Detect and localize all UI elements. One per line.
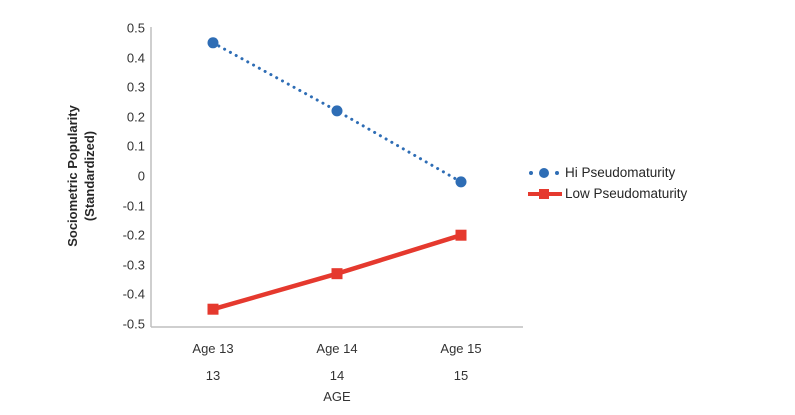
x-secondary-label: 15 [453,368,469,383]
y-tick-label: -0.5 [122,316,145,332]
y-tick-label: 0 [137,168,145,184]
y-tick-label: -0.2 [122,227,145,243]
legend: Hi Pseudomaturity Low Pseudomaturity [527,165,687,201]
y-tick-label: 0.2 [126,109,145,125]
y-tick-label: 0.3 [126,79,145,95]
legend-label: Low Pseudomaturity [565,186,688,201]
legend-item-low-pseudomaturity: Low Pseudomaturity [527,186,687,201]
y-tick-label: -0.3 [122,257,145,273]
solid-line-square-marker-icon [528,188,562,199]
legend-label: Hi Pseudomaturity [565,165,676,180]
x-category-label: Age 13 [192,341,234,356]
y-tick-label: 0.5 [126,20,145,36]
x-category-label: Age 14 [316,341,358,356]
x-secondary-label: 14 [329,368,345,383]
y-tick-label: -0.4 [122,286,145,302]
legend-item-hi-pseudomaturity: Hi Pseudomaturity [527,165,687,180]
y-tick-label: 0.4 [126,50,145,66]
x-axis-title: AGE [323,389,351,404]
y-tick-label: -0.1 [122,198,145,214]
y-tick-label: 0.1 [126,138,145,154]
x-secondary-label: 13 [205,368,221,383]
dotted-line-circle-marker-icon [529,167,559,178]
x-category-label: Age 15 [440,341,482,356]
